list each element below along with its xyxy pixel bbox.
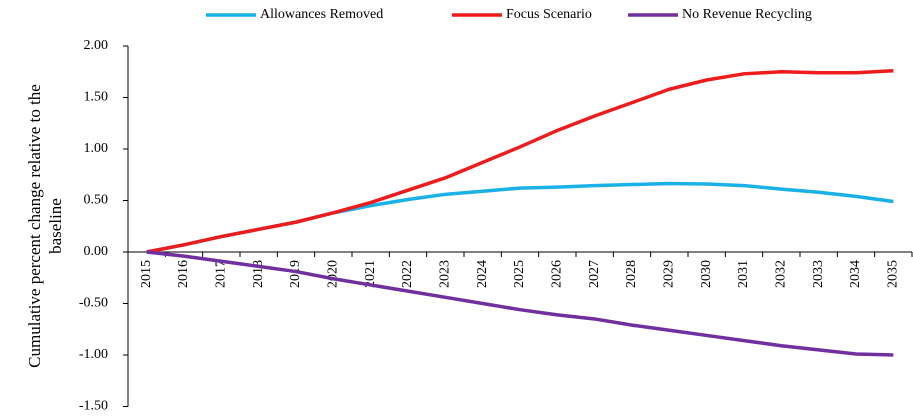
line-series <box>146 181 894 254</box>
x-tick-label: 2034 <box>848 260 863 288</box>
y-tick-label: -1.00 <box>79 347 108 362</box>
legend-label: Allowances Removed <box>260 7 383 22</box>
legend-label: No Revenue Recycling <box>682 7 812 22</box>
y-tick-label: 1.50 <box>84 90 109 105</box>
x-tick-label: 2021 <box>363 260 378 288</box>
x-tick-label: 2028 <box>624 260 639 288</box>
x-tick-label: 2024 <box>475 260 490 288</box>
x-tick-label: 2033 <box>811 260 826 288</box>
legend-label: Focus Scenario <box>506 7 592 22</box>
x-tick-label: 2022 <box>400 260 415 288</box>
x-tick-label: 2029 <box>662 260 677 288</box>
y-axis-label: Cumulative percent change relative to th… <box>25 84 65 368</box>
y-tick-label: 0.00 <box>84 244 109 259</box>
x-tick-label: 2023 <box>438 260 453 288</box>
x-tick-label: 2015 <box>139 260 154 288</box>
y-tick-label: 1.00 <box>84 141 109 156</box>
x-tick-label: 2035 <box>886 260 901 288</box>
line-series <box>146 68 894 254</box>
x-tick-label: 2020 <box>326 260 341 288</box>
y-tick-label: 2.00 <box>84 38 109 53</box>
x-tick-label: 2017 <box>214 260 229 288</box>
x-tick-label: 2032 <box>774 260 789 288</box>
x-tick-label: 2031 <box>736 260 751 288</box>
x-tick-label: 2027 <box>587 260 602 288</box>
x-tick-label: 2019 <box>288 260 303 288</box>
y-tick-label: 0.50 <box>84 193 109 208</box>
x-tick-label: 2025 <box>512 260 527 288</box>
x-tick-label: 2026 <box>550 260 565 288</box>
x-tick-label: 2030 <box>699 260 714 288</box>
x-tick-label: 2016 <box>176 260 191 288</box>
line-series <box>146 250 894 357</box>
y-tick-label: -0.50 <box>79 296 108 311</box>
y-tick-label: -1.50 <box>79 399 108 414</box>
